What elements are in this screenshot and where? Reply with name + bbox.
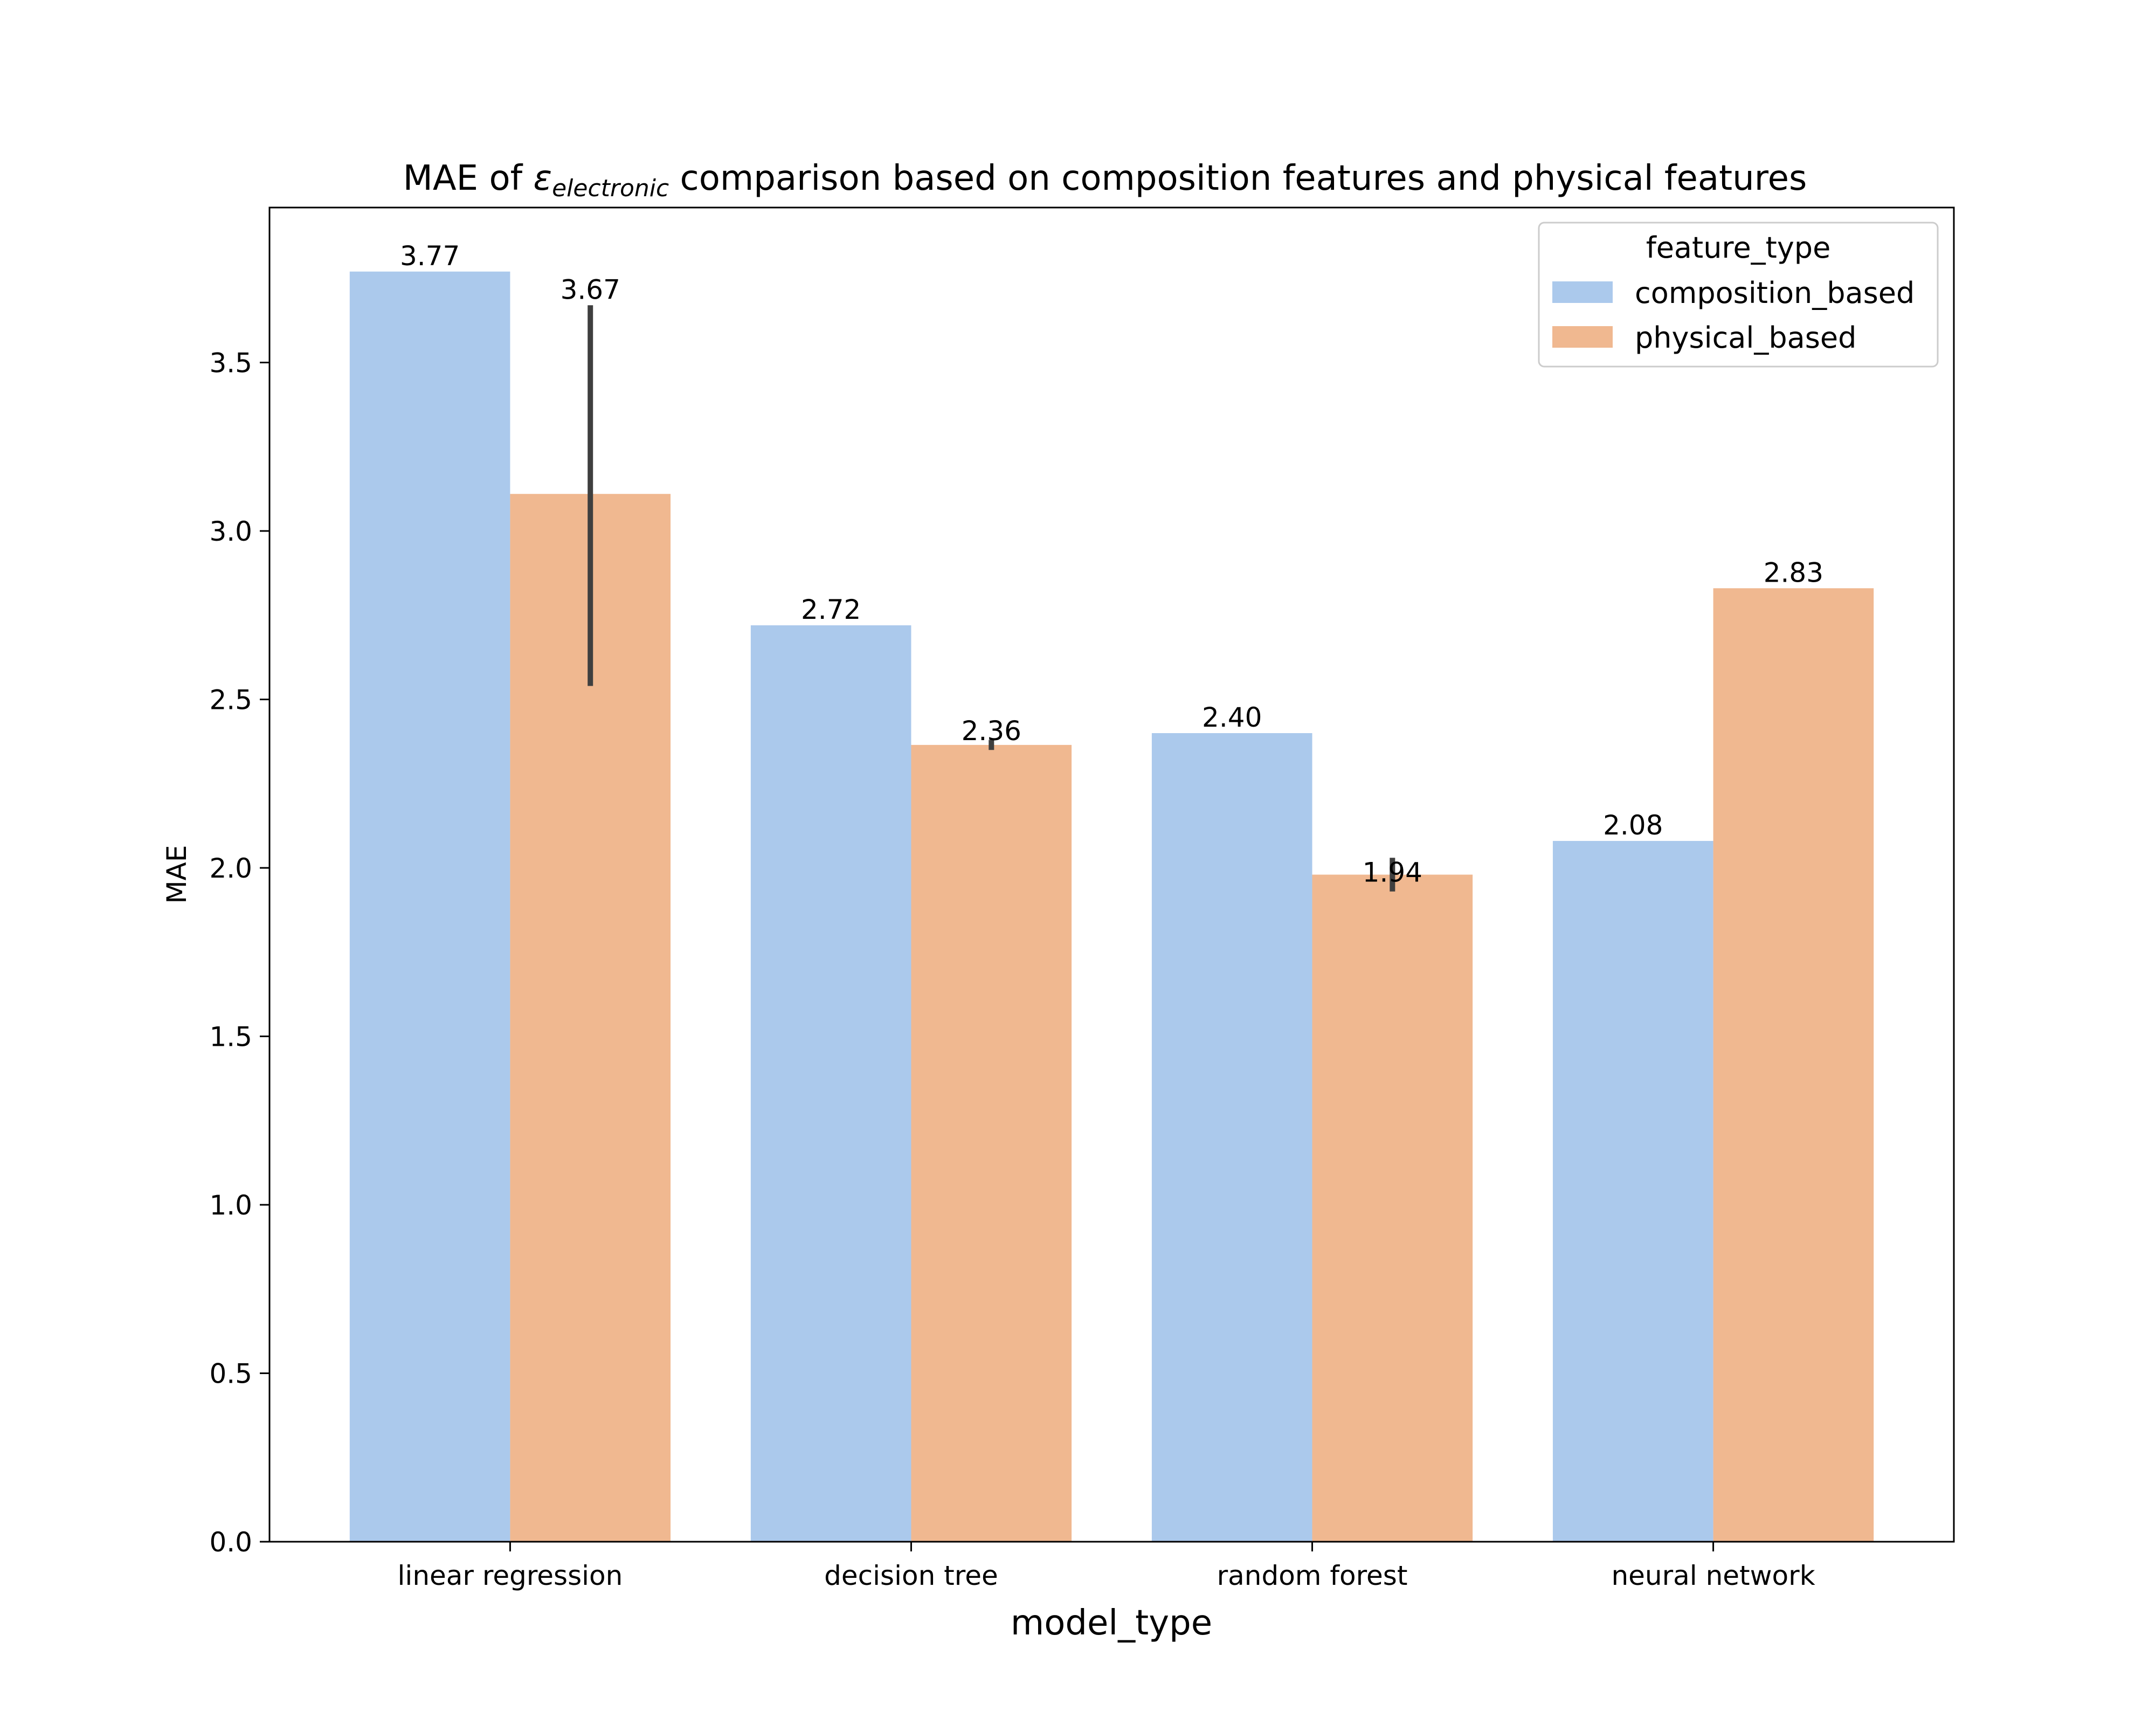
chart-title-subscript: electronic — [552, 175, 669, 202]
y-tick-label-4: 2.0 — [209, 853, 252, 884]
x-tick-label-0: linear regression — [398, 1560, 623, 1591]
y-axis-label: MAE — [161, 845, 192, 904]
x-tick-label-1: decision tree — [824, 1560, 998, 1591]
legend: feature_type composition_based physical_… — [1538, 222, 1939, 368]
data-label-composition_based-0: 3.77 — [400, 240, 460, 272]
y-tick-label-0: 0.0 — [209, 1527, 252, 1558]
x-tick-label-3: neural network — [1611, 1560, 1815, 1591]
legend-swatch-composition — [1552, 281, 1613, 303]
legend-label-composition: composition_based — [1635, 276, 1915, 310]
legend-box — [1538, 222, 1939, 368]
y-tick-label-7: 3.5 — [209, 348, 252, 379]
plot-frame — [268, 206, 1955, 1543]
y-tick-label-1: 0.5 — [209, 1358, 252, 1390]
data-label-composition_based-1: 2.72 — [801, 594, 861, 625]
bar-physical_based-3 — [1713, 588, 1874, 1542]
chart-title-rest: comparison based on composition features… — [669, 158, 1807, 198]
y-tick-label-3: 1.5 — [209, 1022, 252, 1053]
data-label-composition_based-2: 2.40 — [1202, 702, 1262, 733]
bar-physical_based-2 — [1312, 874, 1473, 1542]
bar-physical_based-1 — [911, 744, 1072, 1542]
legend-swatch-physical — [1552, 326, 1613, 348]
data-label-physical_based-1: 2.36 — [962, 715, 1021, 747]
data-label-composition_based-3: 2.08 — [1603, 810, 1663, 841]
bars-group — [349, 271, 1874, 1542]
bar-composition_based-2 — [1151, 733, 1312, 1542]
data-label-physical_based-2: 1.94 — [1363, 857, 1422, 888]
data-labels-group: 3.77 3.67 2.72 2.36 2.40 1.94 2.08 2.83 — [400, 240, 1823, 888]
y-tick-label-2: 1.0 — [209, 1190, 252, 1221]
data-label-physical_based-0: 3.67 — [561, 274, 620, 305]
y-tick-label-6: 3.0 — [209, 516, 252, 547]
error-bars-group — [588, 305, 1395, 892]
y-axis: 0.0 0.5 1.0 1.5 2.0 2.5 3.0 3.5 — [209, 348, 270, 1558]
x-axis-label: model_type — [1011, 1603, 1212, 1643]
chart-title: MAE of εelectronic comparison based on c… — [403, 158, 1807, 202]
data-label-physical_based-3: 2.83 — [1764, 557, 1823, 588]
legend-label-physical: physical_based — [1635, 321, 1856, 355]
chart-title-main: MAE of — [403, 158, 534, 198]
y-tick-label-5: 2.5 — [209, 685, 252, 716]
bar-composition_based-1 — [750, 625, 911, 1542]
chart-title-symbol: ε — [533, 158, 552, 198]
legend-title: feature_type — [1646, 231, 1831, 265]
x-tick-label-2: random forest — [1217, 1560, 1408, 1591]
bar-composition_based-3 — [1552, 841, 1713, 1542]
bar-composition_based-0 — [349, 271, 510, 1542]
x-axis: linear regression decision tree random for… — [398, 1542, 1815, 1591]
